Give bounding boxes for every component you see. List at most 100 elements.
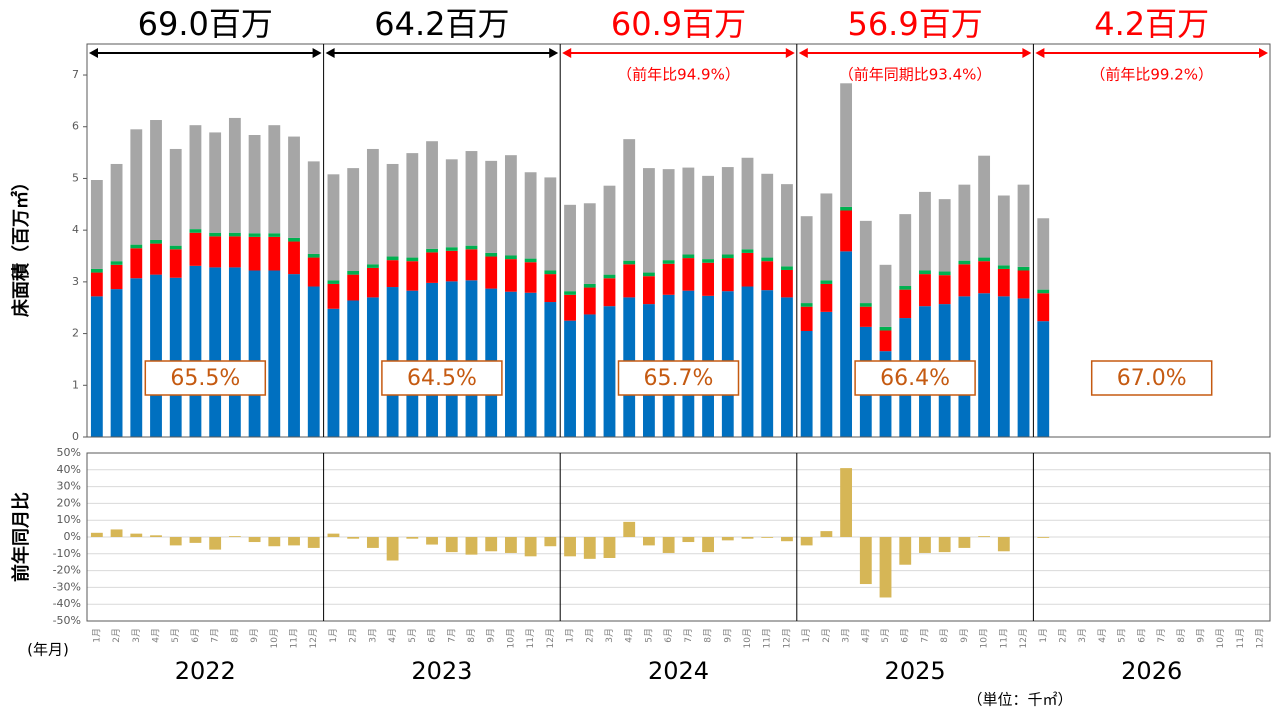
x-tick-label: 7月 — [1156, 628, 1167, 643]
x-tick-label: 8月 — [703, 628, 714, 643]
bar-segment — [307, 161, 320, 254]
bar — [997, 537, 1010, 552]
year-ratio: （前年比99.2%） — [1090, 66, 1213, 84]
bar — [623, 521, 636, 537]
bar-segment — [90, 268, 103, 273]
bar-segment — [248, 270, 261, 437]
bar — [386, 537, 399, 561]
bar-segment — [623, 260, 636, 265]
x-tick-label: 11月 — [525, 628, 536, 648]
bar-segment — [130, 244, 143, 249]
bar-segment — [1037, 321, 1050, 437]
bar — [150, 535, 162, 537]
bar-segment — [603, 306, 616, 437]
x-tick-label: 12月 — [1018, 628, 1029, 648]
bar-segment — [702, 262, 714, 296]
y-tick-label: 5 — [72, 171, 79, 184]
bar-segment — [248, 236, 261, 271]
bar-segment — [504, 155, 517, 256]
bar-segment — [781, 266, 793, 270]
bar-segment — [150, 243, 162, 275]
share-box — [1090, 360, 1213, 396]
bar-segment — [228, 232, 241, 237]
bar-segment — [583, 283, 596, 288]
unit-note: （単位：千㎡） — [967, 691, 1072, 709]
x-tick-label: 1月 — [91, 628, 102, 643]
y-tick-label: 1 — [72, 378, 79, 391]
bar-segment — [189, 229, 202, 233]
bar — [643, 537, 655, 546]
y-tick-label: 7 — [72, 68, 79, 81]
bar-segment — [150, 239, 162, 244]
bar — [209, 537, 222, 550]
year-total: 60.9百万 — [611, 5, 746, 43]
bar — [110, 529, 123, 537]
y-tick-label: 0 — [72, 430, 79, 443]
x-tick-label: 6月 — [900, 628, 911, 643]
x-tick-label: 7月 — [210, 628, 221, 643]
year-total: 64.2百万 — [374, 5, 509, 43]
bar-segment — [110, 261, 123, 265]
bar-segment — [662, 260, 675, 264]
bar — [840, 468, 853, 537]
x-tick-label: 3月 — [841, 628, 852, 643]
share-box — [617, 360, 740, 396]
bar-segment — [465, 249, 478, 281]
year-label: 2026 — [1121, 657, 1182, 685]
bar-segment — [307, 257, 320, 287]
bar — [899, 537, 912, 565]
bar-segment — [840, 206, 853, 211]
bar-segment — [583, 314, 596, 437]
bar — [90, 532, 103, 537]
x-tick-label: 1月 — [1038, 628, 1049, 643]
bar-segment — [603, 185, 616, 275]
bar-segment — [189, 232, 202, 266]
y-tick-label: -40% — [53, 597, 81, 610]
x-tick-label: 12月 — [545, 628, 556, 648]
bar-segment — [978, 257, 991, 262]
x-tick-label: 8月 — [939, 628, 950, 643]
bar-segment — [1037, 289, 1050, 294]
bar-segment — [761, 290, 774, 437]
bar — [879, 537, 892, 598]
x-tick-label: 7月 — [446, 628, 457, 643]
bar — [288, 537, 300, 546]
bar — [524, 537, 537, 557]
bar — [426, 537, 438, 545]
bar-segment — [426, 248, 438, 253]
bar-segment — [406, 261, 419, 291]
x-tick-label: 9月 — [959, 628, 970, 643]
bar-segment — [978, 293, 991, 437]
bar-segment — [386, 260, 399, 288]
bar-segment — [1017, 184, 1030, 267]
bar-segment — [879, 264, 892, 327]
y-tick-label: -10% — [53, 547, 81, 560]
bar — [504, 537, 517, 553]
x-tick-label: 5月 — [1117, 628, 1128, 643]
x-tick-label: 4月 — [151, 628, 162, 643]
bar — [859, 537, 872, 585]
bar-segment — [485, 252, 498, 257]
y-tick-label: -30% — [53, 580, 81, 593]
bar-segment — [1037, 218, 1050, 290]
bar-segment — [524, 172, 537, 259]
bar-segment — [662, 263, 675, 295]
x-tick-label: 4月 — [387, 628, 398, 643]
bar — [781, 537, 793, 542]
year-total: 69.0百万 — [138, 5, 273, 43]
bar-segment — [919, 191, 931, 271]
bar-segment — [524, 262, 537, 293]
bar-segment — [1017, 266, 1030, 271]
y-tick-label: 4 — [72, 223, 79, 236]
bar-segment — [288, 274, 300, 437]
bar-segment — [504, 259, 517, 292]
bar — [1037, 537, 1050, 538]
bar — [564, 537, 576, 557]
bar — [919, 537, 931, 553]
bar-segment — [327, 308, 340, 437]
bar-segment — [919, 274, 931, 307]
bar-segment — [781, 184, 793, 267]
bar-segment — [997, 265, 1010, 269]
bar-segment — [90, 272, 103, 297]
